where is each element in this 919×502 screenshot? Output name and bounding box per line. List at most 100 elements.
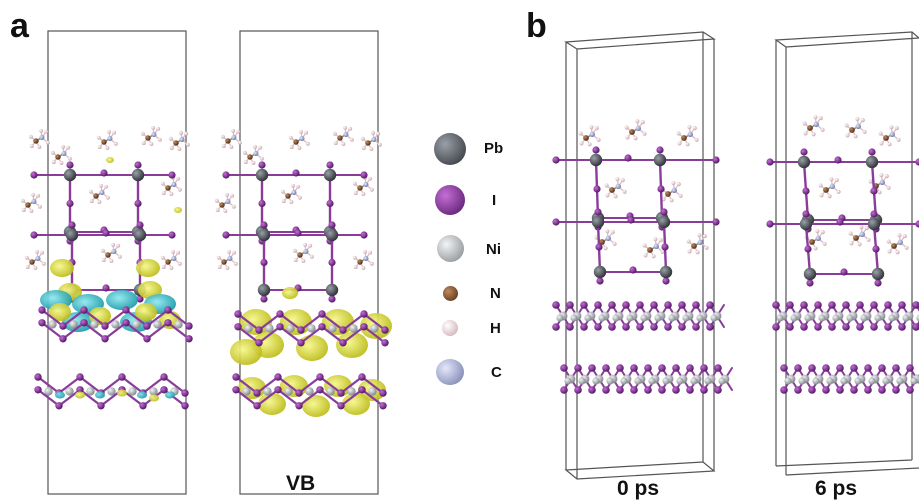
i-atom [260,295,268,303]
n-atom [25,202,31,208]
h-atom [844,123,849,128]
ni-atom [265,324,274,333]
bond [257,312,282,332]
n-atom [665,191,671,197]
h-atom [633,136,638,141]
h-atom [353,265,358,270]
i-atom [836,364,844,372]
pb-atom [65,228,79,242]
pb-atom [133,228,147,242]
bond [339,388,364,407]
h-atom [24,255,29,260]
bond [145,308,170,328]
h-atom [849,241,854,246]
i-atom [700,386,708,394]
h-atom [333,141,338,146]
h-atom [112,130,117,135]
i-atom [255,326,263,334]
ni-atom [882,377,890,385]
h-atom [21,208,26,213]
c-atom [363,256,369,262]
ni-atom [790,314,798,322]
h-atom [296,184,301,189]
bond [297,375,322,395]
ni-atom [634,377,642,385]
h-atom [217,265,222,270]
i-atom [850,364,858,372]
c-atom-icon [436,359,464,385]
h-atom [594,126,599,131]
h-atom [229,144,234,149]
ni-atom [846,314,854,322]
i-atom [874,279,882,287]
i-atom [850,386,858,394]
n-atom [105,252,111,258]
n-atom [93,193,99,199]
pb-atom [255,168,269,182]
h-atom [97,199,102,204]
h-atom [117,254,122,259]
h-atom [36,193,41,198]
h-atom [97,145,102,150]
isosurface-positive [106,157,114,163]
ni-atom [612,314,620,322]
i-atom [664,323,672,331]
h-atom [610,230,615,235]
bond [255,388,280,407]
ni-atom [65,387,74,396]
i-atom [574,386,582,394]
bond [166,321,191,340]
h-atom [29,144,34,149]
h-atom [587,142,592,147]
i-atom [30,231,38,239]
ni-atom [804,314,812,322]
i-atom [381,326,389,334]
i-atom [30,171,38,179]
bond [40,308,65,328]
i-atom [878,364,886,372]
bond [36,388,61,407]
h-atom [308,243,313,248]
i-atom [884,301,892,309]
h-atom [297,145,302,150]
ni-atom [812,377,820,385]
h-atom [889,125,894,130]
isosurface-positive [296,335,328,361]
h-atom [105,145,110,150]
c-atom [61,151,67,157]
h-atom [642,131,647,136]
i-atom [912,301,919,309]
ni-atom-icon [437,235,464,262]
panel-a-structure-right [214,30,392,495]
ni-atom [916,314,919,322]
i-atom [662,277,670,285]
h-atom [289,199,294,204]
h-atom [802,121,807,126]
ni-atom [840,377,848,385]
h-atom [253,144,258,149]
h-atom [864,226,869,231]
h-atom [692,126,697,131]
isosurface-negative [95,391,105,399]
ni-atom [606,377,614,385]
h-atom [694,137,699,142]
i-atom [706,301,714,309]
i-atom [828,323,836,331]
h-atom [886,185,891,190]
h-atom [845,133,850,138]
i-atom [700,364,708,372]
i-atom [328,221,336,229]
isosurface-negative [137,391,147,399]
h-atom [231,128,236,133]
ni-atom [818,314,826,322]
i-atom [222,171,230,179]
bond [57,388,82,407]
n-atom [357,185,363,191]
c-atom [815,235,821,242]
h-atom [803,131,808,136]
h-atom [225,265,230,270]
isosurface-negative [165,391,175,399]
i-atom [274,386,282,394]
h-atom [853,134,858,139]
